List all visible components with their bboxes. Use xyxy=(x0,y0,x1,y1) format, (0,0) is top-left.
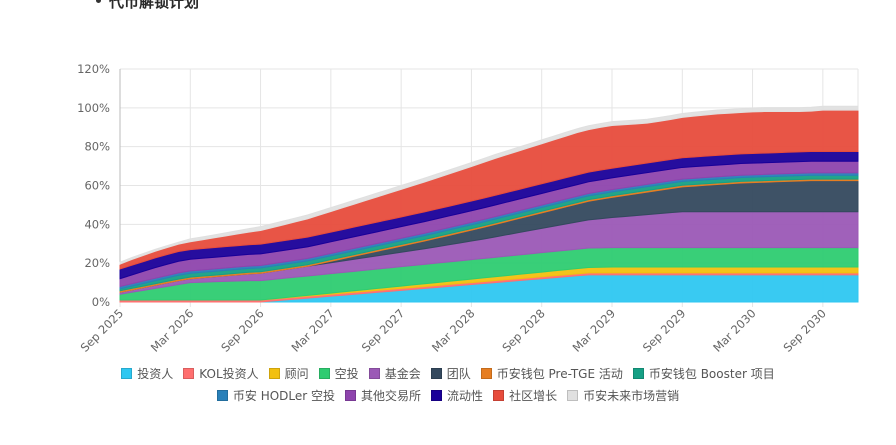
legend-label: 顾问 xyxy=(284,367,309,381)
x-tick-label: Sep 2029 xyxy=(640,306,689,355)
legend-item[interactable]: 币安未来市场营销 xyxy=(567,387,679,404)
legend-label: 基金会 xyxy=(384,367,421,381)
legend-row-2: 币安 HODLer 空投 其他交易所 流动性 社区增长 币安未来市场营销 xyxy=(0,387,896,404)
legend-item[interactable]: 基金会 xyxy=(368,365,421,382)
legend-swatch xyxy=(345,390,357,401)
x-tick-label: Sep 2025 xyxy=(78,306,127,355)
legend-label: 流动性 xyxy=(447,389,484,403)
legend-item[interactable]: 币安 HODLer 空投 xyxy=(216,387,336,404)
legend-row-1: 投资人 KOL投资人 顾问 空投 基金会 团队 币安钱包 Pre-TGE 活动 币安钱包 Bo… xyxy=(0,365,896,382)
legend-swatch xyxy=(318,368,330,379)
legend-label: 社区增长 xyxy=(509,389,558,403)
y-tick-label: 60% xyxy=(84,179,110,193)
legend-item[interactable]: 投资人 xyxy=(121,365,173,382)
legend-label: KOL投资人 xyxy=(199,367,259,381)
series-area xyxy=(119,105,859,265)
x-tick-label: Sep 2026 xyxy=(218,306,267,355)
unlock-schedule-chart: 0%20%40%60%80%100%120% Sep 2025 Mar 2026 S… xyxy=(77,62,859,355)
stacked-areas xyxy=(119,105,859,303)
legend-item[interactable]: 顾问 xyxy=(268,365,309,382)
legend-item[interactable]: 币安钱包 Pre-TGE 活动 xyxy=(480,365,623,382)
y-axis: 0% 20% 40% 60% 80% 100% 120% xyxy=(77,62,110,309)
y-tick-label: 40% xyxy=(84,217,110,231)
legend-swatch xyxy=(493,390,505,401)
y-tick-label: 0% xyxy=(92,295,110,309)
legend-item[interactable]: KOL投资人 xyxy=(183,365,259,382)
x-tick-label: Mar 2029 xyxy=(570,306,619,355)
legend-swatch xyxy=(480,368,492,379)
heading-text: 代币解锁计划 xyxy=(109,0,200,11)
y-tick-label: 20% xyxy=(84,256,110,270)
legend-label: 币安钱包 Pre-TGE 活动 xyxy=(496,367,623,381)
x-tick-label: Mar 2026 xyxy=(148,306,197,355)
legend-item[interactable]: 流动性 xyxy=(431,387,483,404)
section-heading: 代币解锁计划 xyxy=(96,0,199,12)
legend-swatch xyxy=(121,368,133,379)
legend-swatch xyxy=(368,368,380,379)
legend-label: 币安 HODLer 空投 xyxy=(232,389,336,403)
legend-item[interactable]: 社区增长 xyxy=(493,387,557,404)
legend-label: 币安钱包 Booster 项目 xyxy=(648,367,775,381)
legend-swatch xyxy=(216,390,228,401)
x-tick-label: Sep 2030 xyxy=(780,306,829,355)
bullet-icon xyxy=(96,0,101,3)
legend-label: 投资人 xyxy=(137,367,174,381)
legend-label: 其他交易所 xyxy=(361,389,422,403)
x-tick-label: Sep 2028 xyxy=(499,306,548,355)
legend-label: 团队 xyxy=(446,367,471,381)
legend-swatch xyxy=(183,368,195,379)
legend-swatch xyxy=(268,368,280,379)
legend-label: 币安未来市场营销 xyxy=(583,389,680,403)
y-tick-label: 100% xyxy=(77,101,110,115)
y-tick-label: 80% xyxy=(84,140,110,154)
legend-item[interactable]: 其他交易所 xyxy=(345,387,421,404)
legend-item[interactable]: 空投 xyxy=(318,365,359,382)
legend-swatch xyxy=(430,368,442,379)
x-tick-label: Sep 2027 xyxy=(359,306,408,355)
x-tick-label: Mar 2027 xyxy=(288,306,337,355)
legend-swatch xyxy=(567,390,579,401)
legend-label: 空投 xyxy=(334,367,359,381)
legend-item[interactable]: 币安钱包 Booster 项目 xyxy=(632,365,775,382)
legend-swatch xyxy=(632,368,644,379)
legend-swatch xyxy=(431,390,443,401)
x-tick-label: Mar 2028 xyxy=(429,306,478,355)
y-tick-label: 120% xyxy=(77,62,110,76)
x-tick-label: Mar 2030 xyxy=(710,306,759,355)
legend-item[interactable]: 团队 xyxy=(430,365,471,382)
x-axis: Sep 2025 Mar 2026 Sep 2026 Mar 2027 Sep 2027… xyxy=(78,306,829,355)
